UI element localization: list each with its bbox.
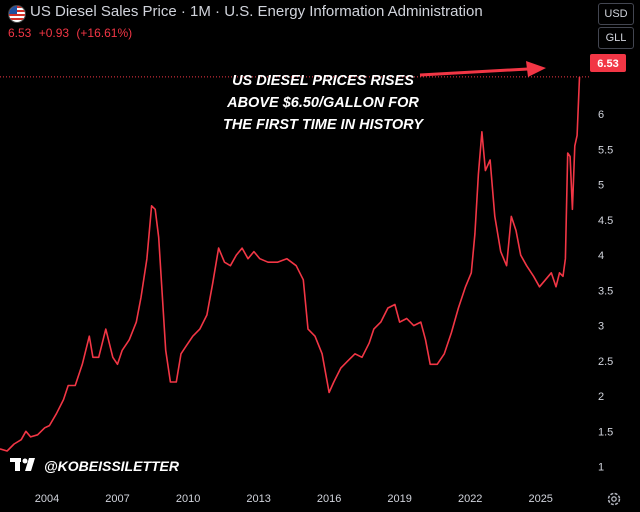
y-tick-label: 1	[598, 462, 604, 474]
y-tick-label: 6	[598, 109, 604, 121]
annotation-line: THE FIRST TIME IN HISTORY	[223, 117, 424, 133]
x-tick-label: 2004	[35, 493, 59, 505]
last-price-tag: 6.53	[590, 54, 626, 72]
chart-header: US Diesel Sales Price · 1M · U.S. Energy…	[0, 0, 590, 48]
y-tick-label: 1.5	[598, 426, 613, 438]
annotation: US DIESEL PRICES RISES ABOVE $6.50/GALLO…	[223, 73, 424, 133]
y-tick-label: 3.5	[598, 285, 613, 297]
currency-button[interactable]: USD	[598, 3, 634, 25]
y-tick-label: 2	[598, 391, 604, 403]
series-line	[0, 76, 581, 452]
y-tick-label: 5.5	[598, 145, 613, 157]
x-tick-label: 2025	[528, 493, 552, 505]
x-tick-label: 2013	[246, 493, 270, 505]
price-change-percent: (+16.61%)	[76, 26, 133, 40]
y-tick-label: 4	[598, 250, 604, 262]
gear-icon[interactable]	[606, 491, 622, 512]
us-flag-icon	[8, 5, 26, 23]
price-change: +0.93	[38, 26, 70, 40]
y-tick-label: 4.5	[598, 215, 613, 227]
chart-title[interactable]: US Diesel Sales Price · 1M · U.S. Energy…	[30, 3, 483, 20]
watermark: @KOBEISSILETTER	[10, 456, 179, 475]
watermark-handle: @KOBEISSILETTER	[44, 457, 179, 474]
last-price-tag-label: 6.53	[597, 58, 618, 70]
y-tick-label: 5	[598, 180, 604, 192]
x-tick-label: 2016	[317, 493, 341, 505]
price-quote: 6.53 +0.93 (+16.61%)	[8, 26, 136, 40]
y-tick-label: 2.5	[598, 356, 613, 368]
annotation-line: ABOVE $6.50/GALLON FOR	[226, 95, 419, 111]
y-tick-label: 3	[598, 321, 604, 333]
unit-button[interactable]: GLL	[598, 27, 634, 49]
x-tick-label: 2022	[458, 493, 482, 505]
tradingview-logo-icon	[10, 456, 40, 475]
annotation-arrow	[419, 61, 546, 77]
annotation-line: US DIESEL PRICES RISES	[232, 73, 414, 89]
x-tick-label: 2007	[105, 493, 129, 505]
x-tick-label: 2010	[176, 493, 200, 505]
x-tick-label: 2019	[387, 493, 411, 505]
last-price: 6.53	[8, 26, 32, 40]
